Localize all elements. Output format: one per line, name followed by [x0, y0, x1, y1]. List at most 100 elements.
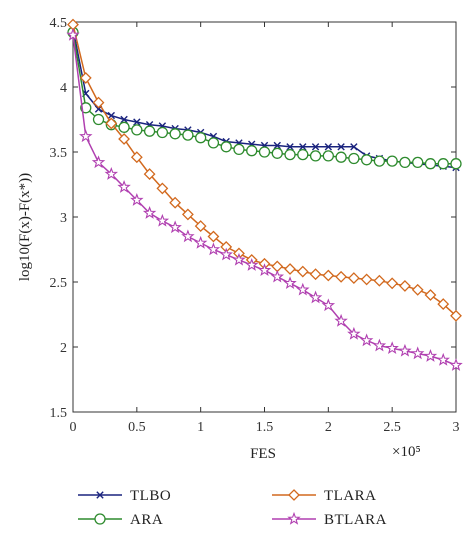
data-point-tlara: [424, 289, 437, 301]
data-point-tlara: [130, 151, 143, 164]
data-point-btlara: [347, 326, 361, 340]
y-axis-label: log10(F(x)-F(x*)): [17, 173, 33, 281]
data-point-btlara: [181, 229, 195, 243]
data-point-btlara: [244, 258, 259, 271]
data-point-tlara: [156, 182, 169, 195]
data-point-ara: [271, 147, 283, 159]
data-point-tlara: [411, 283, 424, 296]
x-tick-label: 2.5: [383, 420, 401, 435]
data-point-tlara: [105, 117, 118, 130]
legend-item-tlara: TLARA: [272, 488, 377, 504]
y-tick-label: 3.5: [50, 146, 68, 161]
data-point-btlara: [385, 341, 399, 355]
x-tick-label: 1.5: [256, 420, 274, 435]
data-point-btlara: [410, 346, 425, 360]
data-point-btlara: [372, 338, 387, 352]
data-point-tlara: [143, 168, 156, 181]
data-point-btlara: [308, 290, 323, 304]
data-point-tlara: [309, 268, 322, 281]
data-point-ara: [450, 158, 462, 170]
data-point-tlara: [79, 71, 92, 84]
data-point-ara: [195, 132, 207, 144]
series-line-btlara: [72, 34, 457, 366]
data-point-btlara: [168, 220, 182, 234]
data-point-btlara: [193, 235, 208, 249]
data-point-ara: [360, 154, 373, 166]
data-point-ara: [131, 124, 143, 136]
data-point-tlara: [335, 270, 348, 283]
data-point-ara: [424, 158, 437, 170]
data-point-ara: [118, 121, 130, 133]
data-point-btlara: [398, 343, 412, 357]
data-point-tlara: [296, 265, 309, 278]
y-tick-label: 3: [60, 211, 67, 226]
legend-item-tlbo: TLBO: [78, 488, 171, 504]
data-point-btlara: [321, 298, 336, 312]
plot-border: [72, 21, 457, 413]
data-point-btlara: [104, 167, 119, 180]
data-point-tlara: [118, 133, 130, 145]
data-point-btlara: [423, 349, 438, 362]
data-point-ara: [284, 148, 296, 161]
x-tick-label: 0.5: [128, 420, 146, 435]
data-point-tlbo: [273, 141, 281, 150]
legend-item-ara: ARA: [78, 512, 163, 528]
series-btlara: [66, 27, 463, 371]
data-point-ara: [92, 113, 105, 126]
data-point-tlara: [207, 230, 220, 243]
data-point-ara: [335, 151, 347, 163]
legend-marker-tlbo: [96, 491, 104, 499]
data-point-tlbo: [107, 111, 115, 120]
x-axis-scale-label: ×10⁵: [392, 444, 421, 460]
data-point-ara: [437, 158, 449, 170]
legend-item-btlara: BTLARA: [272, 511, 387, 528]
data-point-ara: [399, 156, 411, 169]
data-point-tlara: [92, 96, 105, 109]
legend-label-btlara: BTLARA: [324, 512, 387, 528]
y-tick-label: 2.5: [50, 276, 68, 291]
legend: TLBO TLARA ARA BTLARA: [78, 488, 387, 528]
data-point-tlara: [322, 269, 335, 282]
data-point-btlara: [359, 333, 374, 347]
data-point-btlara: [270, 269, 285, 283]
data-point-btlara: [79, 129, 93, 143]
y-axis-label-group: log10(F(x)-F(x*)): [17, 173, 33, 281]
y-tick-label: 4.5: [50, 16, 68, 31]
data-point-btlara: [283, 276, 297, 290]
legend-label-ara: ARA: [130, 512, 163, 528]
plot-frame: [72, 21, 457, 413]
data-point-ara: [143, 125, 156, 137]
legend-marker-ara: [94, 513, 106, 525]
data-point-tlara: [347, 272, 360, 285]
data-point-btlara: [117, 180, 131, 193]
data-point-ara: [412, 156, 424, 169]
data-point-ara: [348, 152, 360, 165]
data-point-ara: [80, 102, 92, 114]
data-point-btlara: [257, 263, 272, 277]
data-point-tlbo: [350, 143, 358, 151]
data-point-btlara: [219, 247, 233, 261]
series-tlara: [67, 18, 462, 322]
x-axis-label: FES: [250, 446, 276, 462]
data-point-tlara: [194, 220, 207, 233]
data-point-tlara: [360, 273, 373, 286]
data-point-tlbo: [133, 118, 141, 126]
data-point-tlara: [450, 309, 462, 322]
data-point-tlbo: [337, 143, 345, 151]
legend-label-tlara: TLARA: [324, 488, 377, 504]
data-point-ara: [322, 150, 334, 162]
x-tick-label: 1: [197, 420, 204, 435]
data-point-ara: [156, 126, 169, 139]
data-point-btlara: [66, 27, 80, 41]
data-point-ara: [233, 143, 245, 156]
legend-marker-btlara: [287, 511, 301, 525]
series-layer: [66, 18, 463, 371]
data-point-btlara: [232, 252, 246, 266]
data-point-tlbo: [299, 143, 307, 151]
legend-label-tlbo: TLBO: [130, 488, 171, 504]
data-point-ara: [373, 155, 386, 167]
data-point-btlara: [296, 282, 310, 296]
data-point-btlara: [206, 242, 221, 256]
y-tick-label: 4: [60, 81, 67, 96]
